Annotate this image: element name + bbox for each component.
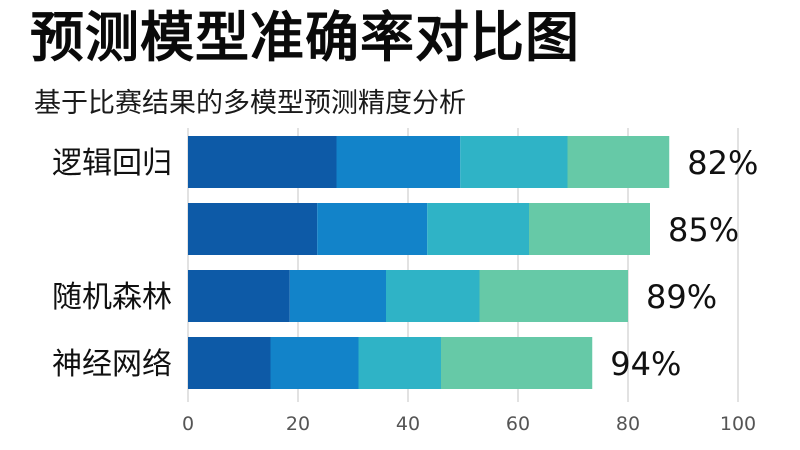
bar-segment	[188, 136, 337, 188]
bar-segment	[336, 136, 461, 188]
bar-segment	[188, 270, 290, 322]
bar-segment	[441, 337, 593, 389]
x-tick-label: 80	[616, 413, 640, 435]
bar-segment	[289, 270, 386, 322]
value-labels: 82% 85% 89% 94%	[610, 144, 758, 383]
x-tick-labels: 0 20 40 60 80 100	[182, 413, 756, 435]
bar-segment	[479, 270, 628, 322]
bar-segment	[188, 203, 318, 255]
category-label: 逻辑回归	[52, 146, 172, 181]
bar-segment	[358, 337, 441, 389]
bar-segment	[270, 337, 359, 389]
x-tick-label: 60	[506, 413, 530, 435]
bar-segment	[529, 203, 650, 255]
value-label: 85%	[668, 211, 739, 249]
value-label: 82%	[687, 144, 758, 182]
bar-segment	[317, 203, 428, 255]
x-tick-label: 20	[286, 413, 310, 435]
bar-segment	[188, 337, 271, 389]
chart-title: 预测模型准确率对比图	[30, 6, 580, 69]
bar-segment	[567, 136, 670, 188]
bar-segment	[386, 270, 480, 322]
x-tick-label: 100	[720, 413, 756, 435]
bar-segment	[460, 136, 568, 188]
bar-segment	[427, 203, 529, 255]
bars	[188, 136, 670, 389]
chart-subtitle: 基于比赛结果的多模型预测精度分析	[34, 88, 466, 119]
x-tick-label: 0	[182, 413, 194, 435]
category-label: 神经网络	[52, 347, 172, 382]
value-label: 94%	[610, 345, 681, 383]
category-label: 随机森林	[52, 280, 172, 315]
x-tick-label: 40	[396, 413, 420, 435]
value-label: 89%	[646, 278, 717, 316]
